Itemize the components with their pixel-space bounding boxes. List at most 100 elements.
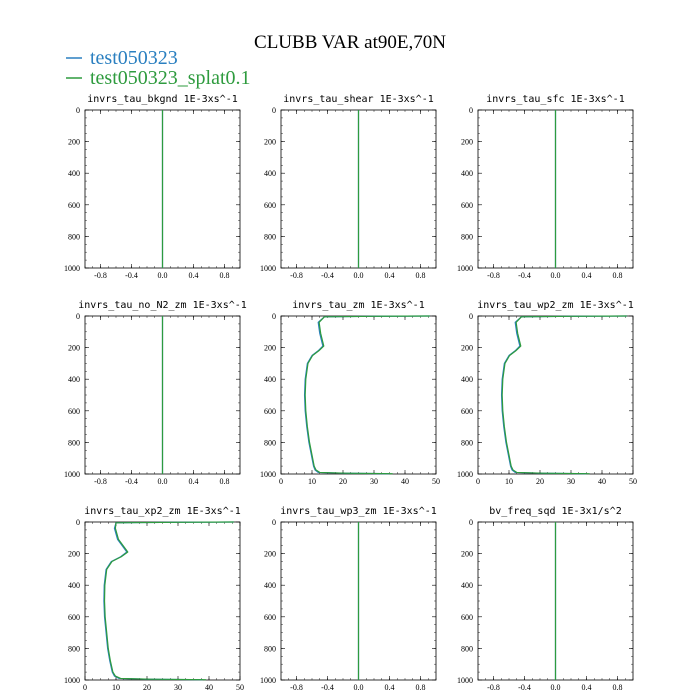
y-tick-label: 200 xyxy=(68,550,80,559)
y-tick-label: 600 xyxy=(68,201,80,210)
y-tick-label: 1000 xyxy=(64,676,80,685)
x-tick-label: 0.4 xyxy=(385,683,395,692)
legend-label-2: test050323_splat0.1 xyxy=(90,67,251,89)
y-tick-label: 800 xyxy=(68,232,80,241)
x-tick-label: 30 xyxy=(174,683,182,692)
panel-title: invrs_tau_shear 1E-3xs^-1 xyxy=(283,94,434,105)
x-tick-label: 0 xyxy=(476,477,480,486)
y-tick-label: 200 xyxy=(461,344,473,353)
x-tick-label: 0.8 xyxy=(613,271,623,280)
y-tick-label: 600 xyxy=(461,613,473,622)
x-tick-label: 50 xyxy=(236,683,244,692)
x-tick-label: 50 xyxy=(629,477,637,486)
x-tick-label: 40 xyxy=(401,477,409,486)
panel-title: bv_freq_sqd 1E-3x1/s^2 xyxy=(489,506,621,517)
y-tick-label: 0 xyxy=(272,312,276,321)
y-tick-label: 800 xyxy=(68,438,80,447)
panel-5: invrs_tau_zm 1E-3xs^-1 0 10 20 30 40 50 0 200 400… xyxy=(260,300,440,486)
panel-title: invrs_tau_wp2_zm 1E-3xs^-1 xyxy=(477,300,634,311)
x-tick-label: 0.0 xyxy=(158,477,168,486)
x-tick-label: -0.4 xyxy=(125,477,138,486)
x-tick-label: 30 xyxy=(370,477,378,486)
y-tick-label: 0 xyxy=(469,106,473,115)
x-tick-label: 10 xyxy=(505,477,513,486)
x-tick-label: -0.8 xyxy=(94,477,107,486)
series-line-2 xyxy=(304,315,430,475)
y-tick-label: 400 xyxy=(264,169,276,178)
figure-title: CLUBB VAR at90E,70N xyxy=(254,32,446,53)
y-tick-label: 1000 xyxy=(260,676,276,685)
y-tick-label: 200 xyxy=(68,344,80,353)
y-tick-label: 400 xyxy=(264,581,276,590)
panels: invrs_tau_bkgnd 1E-3xs^-1 -0.8 -0.4 0.0 0.4 0… xyxy=(64,94,637,692)
x-tick-label: 0 xyxy=(83,683,87,692)
x-tick-label: -0.8 xyxy=(94,271,107,280)
y-tick-label: 800 xyxy=(461,232,473,241)
x-tick-label: 0.8 xyxy=(613,683,623,692)
panel-4: invrs_tau_no_N2_zm 1E-3xs^-1 -0.8 -0.4 0.0 0… xyxy=(64,300,247,486)
y-tick-label: 200 xyxy=(68,138,80,147)
x-tick-label: 0.4 xyxy=(582,683,592,692)
plot-frame xyxy=(84,521,241,681)
y-tick-label: 1000 xyxy=(260,264,276,273)
x-tick-label: 20 xyxy=(339,477,347,486)
x-tick-label: 20 xyxy=(143,683,151,692)
series-line-2 xyxy=(103,521,234,681)
panel-title: invrs_tau_bkgnd 1E-3xs^-1 xyxy=(87,94,238,105)
panel-6: invrs_tau_wp2_zm 1E-3xs^-1 0 10 20 30 40 50 0 20… xyxy=(457,300,637,486)
y-tick-label: 200 xyxy=(264,138,276,147)
panel-title: invrs_tau_sfc 1E-3xs^-1 xyxy=(486,94,624,105)
panel-1: invrs_tau_bkgnd 1E-3xs^-1 -0.8 -0.4 0.0 0.4 0… xyxy=(64,94,241,280)
y-tick-label: 800 xyxy=(264,438,276,447)
y-tick-label: 0 xyxy=(469,312,473,321)
x-tick-label: 0.8 xyxy=(416,683,426,692)
y-tick-label: 1000 xyxy=(457,264,473,273)
x-tick-label: -0.8 xyxy=(487,271,500,280)
y-tick-label: 800 xyxy=(264,232,276,241)
x-tick-label: 20 xyxy=(536,477,544,486)
y-tick-label: 600 xyxy=(461,407,473,416)
x-tick-label: -0.4 xyxy=(321,271,334,280)
y-tick-label: 0 xyxy=(76,106,80,115)
x-tick-label: 0.0 xyxy=(354,271,364,280)
panel-2: invrs_tau_shear 1E-3xs^-1 -0.8 -0.4 0.0 0.4 0… xyxy=(260,94,437,280)
y-tick-label: 400 xyxy=(264,375,276,384)
y-tick-label: 800 xyxy=(461,438,473,447)
y-tick-label: 600 xyxy=(68,613,80,622)
x-tick-label: 50 xyxy=(432,477,440,486)
x-tick-label: 0.0 xyxy=(354,683,364,692)
y-tick-label: 200 xyxy=(264,550,276,559)
x-tick-label: 0.4 xyxy=(582,271,592,280)
y-tick-label: 400 xyxy=(461,375,473,384)
panel-3: invrs_tau_sfc 1E-3xs^-1 -0.8 -0.4 0.0 0.4 0.8… xyxy=(457,94,634,280)
y-tick-label: 800 xyxy=(264,644,276,653)
y-tick-label: 600 xyxy=(461,201,473,210)
y-tick-label: 400 xyxy=(68,581,80,590)
y-tick-label: 400 xyxy=(68,169,80,178)
series-line-2 xyxy=(501,315,627,475)
legend-label-1: test050323 xyxy=(90,47,178,69)
x-tick-label: -0.4 xyxy=(518,271,531,280)
x-tick-label: 0 xyxy=(279,477,283,486)
x-tick-label: 10 xyxy=(112,683,120,692)
x-tick-label: 30 xyxy=(567,477,575,486)
y-tick-label: 400 xyxy=(461,581,473,590)
x-tick-label: 0.8 xyxy=(220,271,230,280)
y-tick-label: 600 xyxy=(264,407,276,416)
x-tick-label: -0.8 xyxy=(290,271,303,280)
x-tick-label: 40 xyxy=(598,477,606,486)
panel-title: invrs_tau_zm 1E-3xs^-1 xyxy=(292,300,424,311)
series-line-1 xyxy=(500,315,627,475)
x-tick-label: 0.4 xyxy=(385,271,395,280)
y-tick-label: 400 xyxy=(68,375,80,384)
x-tick-label: 0.8 xyxy=(220,477,230,486)
x-tick-label: 0.4 xyxy=(189,477,199,486)
x-tick-label: 0.0 xyxy=(551,683,561,692)
series-line-1 xyxy=(103,521,234,681)
x-tick-label: -0.4 xyxy=(518,683,531,692)
y-tick-label: 600 xyxy=(264,201,276,210)
x-tick-label: 0.4 xyxy=(189,271,199,280)
x-tick-label: -0.8 xyxy=(487,683,500,692)
y-tick-label: 400 xyxy=(461,169,473,178)
